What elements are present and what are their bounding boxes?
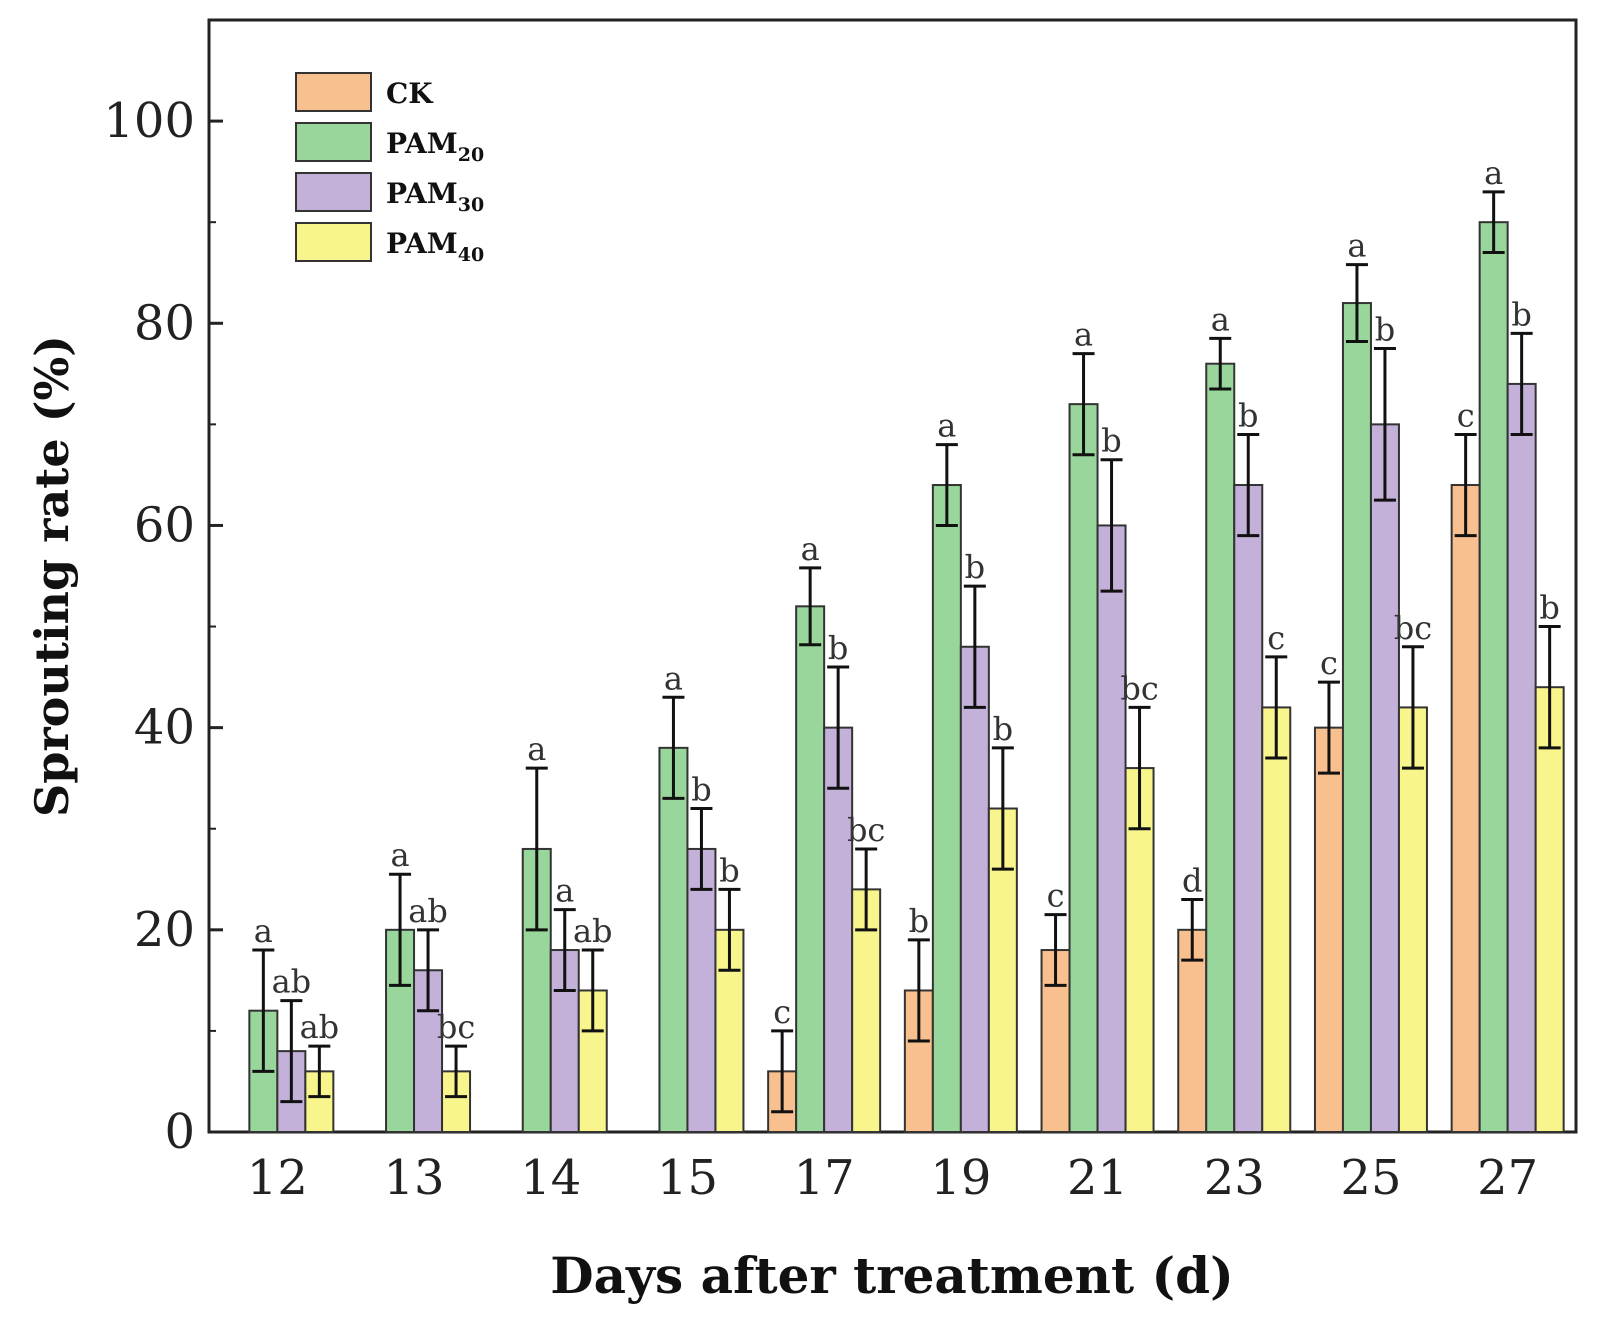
significance-label: bc xyxy=(1394,609,1432,647)
legend-label-pam40: PAM40 xyxy=(386,227,484,266)
bar-pam40-day-25 xyxy=(1397,706,1428,1133)
legend: CK PAM20 PAM30 PAM40 xyxy=(295,72,484,266)
bar-ck-day-27 xyxy=(1450,484,1481,1133)
bar-pam30-day-27 xyxy=(1506,382,1537,1134)
significance-label: b xyxy=(1511,295,1531,333)
significance-label: ab xyxy=(573,912,613,950)
bar-pam20-day-21 xyxy=(1068,403,1099,1133)
bar-pam30-day-25 xyxy=(1369,423,1400,1133)
significance-label: b xyxy=(1238,396,1258,434)
significance-label: b xyxy=(1539,589,1559,627)
x-tick-label: 25 xyxy=(1340,1150,1401,1206)
legend-swatch-ck xyxy=(295,72,372,112)
significance-label: ab xyxy=(272,963,312,1001)
significance-label: bc xyxy=(847,811,885,849)
bar-pam30-day-23 xyxy=(1233,484,1264,1133)
significance-label: bc xyxy=(1120,669,1158,707)
significance-label: a xyxy=(1074,316,1093,354)
significance-label: bc xyxy=(437,1008,475,1046)
significance-label: c xyxy=(1267,619,1285,657)
significance-label: ab xyxy=(408,892,448,930)
significance-label: d xyxy=(1182,861,1202,899)
significance-label: a xyxy=(555,872,574,910)
x-tick-label: 12 xyxy=(247,1150,308,1206)
x-axis: 12 13 14 15 17 19 21 23 25 27 xyxy=(247,1150,1538,1206)
bar-pam20-day-27 xyxy=(1478,221,1509,1133)
significance-label: b xyxy=(828,629,848,667)
bar-ck-day-25 xyxy=(1313,726,1344,1133)
legend-label-ck: CK xyxy=(386,77,434,110)
bar-ck-day-23 xyxy=(1177,928,1208,1133)
bar-pam20-day-25 xyxy=(1341,302,1372,1133)
bar-pam20-day-23 xyxy=(1205,362,1236,1133)
significance-label: a xyxy=(1484,154,1503,192)
bar-pam30-day-17 xyxy=(823,726,854,1133)
y-axis-title: Sprouting rate (%) xyxy=(25,335,79,817)
significance-label: a xyxy=(1347,227,1366,265)
plot-frame xyxy=(207,18,1578,1134)
significance-label: b xyxy=(993,710,1013,748)
significance-label: a xyxy=(801,530,820,568)
bar-pam30-day-13 xyxy=(413,969,444,1133)
x-tick-label: 23 xyxy=(1204,1150,1265,1206)
y-tick-label: 40 xyxy=(134,700,195,756)
significance-labels-layer: aababaabbcaaababbcabbcbabbcabbcdabccabbc… xyxy=(254,154,1560,1046)
significance-label: a xyxy=(527,730,546,768)
x-tick-label: 27 xyxy=(1477,1150,1538,1206)
significance-label: c xyxy=(1320,644,1338,682)
y-tick-label: 80 xyxy=(134,295,195,351)
significance-label: b xyxy=(1375,311,1395,349)
legend-swatch-pam20 xyxy=(295,122,372,162)
significance-label: b xyxy=(909,902,929,940)
error-bars-layer xyxy=(252,190,1561,1114)
significance-label: b xyxy=(691,771,711,809)
significance-label: b xyxy=(965,548,985,586)
bar-pam20-day-19 xyxy=(931,484,962,1133)
significance-label: c xyxy=(1457,396,1475,434)
significance-label: a xyxy=(937,407,956,445)
bar-pam30-day-19 xyxy=(959,645,990,1133)
y-tick-label: 60 xyxy=(134,497,195,553)
x-tick-label: 19 xyxy=(930,1150,991,1206)
y-tick-label: 20 xyxy=(134,902,195,958)
bar-pam20-day-15 xyxy=(658,746,689,1133)
legend-swatch-pam40 xyxy=(295,222,372,262)
significance-label: a xyxy=(254,912,273,950)
x-tick-label: 17 xyxy=(794,1150,855,1206)
bar-pam30-day-15 xyxy=(686,847,717,1133)
x-tick-label: 15 xyxy=(657,1150,718,1206)
legend-label-pam30: PAM30 xyxy=(386,177,484,216)
y-tick-label: 0 xyxy=(164,1104,195,1160)
x-tick-label: 13 xyxy=(384,1150,445,1206)
x-axis-title: Days after treatment (d) xyxy=(550,1246,1234,1305)
legend-label-pam20: PAM20 xyxy=(386,127,484,166)
bars-layer xyxy=(248,221,1565,1134)
bar-pam20-day-17 xyxy=(795,605,826,1133)
x-tick-label: 21 xyxy=(1067,1150,1128,1206)
significance-label: a xyxy=(664,659,683,697)
significance-label: b xyxy=(1101,422,1121,460)
x-tick-label: 14 xyxy=(520,1150,581,1206)
bar-pam30-day-21 xyxy=(1096,524,1127,1133)
significance-label: b xyxy=(719,851,739,889)
significance-label: a xyxy=(1211,300,1230,338)
bar-pam40-day-15 xyxy=(714,928,745,1133)
bar-pam40-day-23 xyxy=(1261,706,1292,1133)
significance-label: c xyxy=(1047,877,1065,915)
bar-pam40-day-27 xyxy=(1534,686,1565,1133)
y-tick-label: 100 xyxy=(103,93,195,149)
significance-label: c xyxy=(773,993,791,1031)
legend-swatch-pam30 xyxy=(295,172,372,212)
y-axis: 0 20 40 60 80 100 xyxy=(103,93,223,1160)
significance-label: a xyxy=(391,836,410,874)
significance-label: ab xyxy=(300,1008,340,1046)
